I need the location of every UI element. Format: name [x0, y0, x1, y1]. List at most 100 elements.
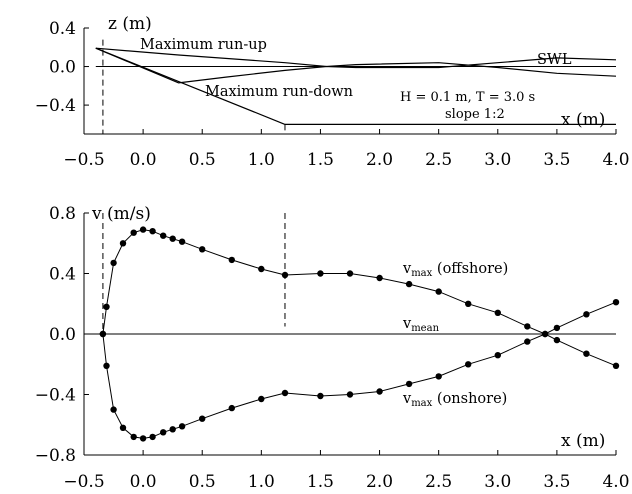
v-max-offshore-point [405, 280, 413, 288]
bottom-x-tick-label: 4.0 [602, 472, 629, 492]
bottom-x-tick-label: −0.5 [63, 472, 104, 492]
v-max-onshore-point [317, 392, 324, 400]
v-max-offshore-point [612, 362, 620, 369]
v-max-offshore-point [139, 226, 147, 233]
v-max-onshore-point [110, 406, 117, 413]
label-v-max-onshore-main: v [402, 391, 412, 407]
bottom-y-tick-label: 0.0 [49, 325, 76, 345]
annotation-wave-params: H = 0.1 m, T = 3.0 s [400, 90, 535, 105]
v-max-onshore-point [130, 433, 137, 441]
v-max-offshore-point [258, 265, 265, 273]
v-max-onshore-point [612, 299, 620, 306]
v-max-onshore-point [405, 380, 413, 388]
bottom-y-tick-label: −0.8 [35, 446, 76, 466]
label-v-mean: vmean [402, 316, 440, 334]
v-max-onshore-point [465, 361, 472, 368]
v-max-offshore-point [524, 323, 531, 330]
label-v-mean-sub: mean [411, 323, 439, 334]
v-max-offshore-point [553, 336, 561, 344]
v-max-offshore-point [435, 288, 442, 295]
bottom-y-tick-label: 0.8 [49, 204, 76, 224]
v-max-offshore-point [494, 309, 501, 316]
bottom-x-tick-label: 2.5 [425, 472, 452, 492]
bottom-x-tick-label: 2.0 [366, 472, 393, 492]
v-max-onshore-point [376, 388, 383, 395]
annotation-run-up: Maximum run-up [140, 37, 267, 53]
v-max-onshore-point [99, 330, 107, 338]
top-x-tick-label: 1.0 [248, 150, 275, 170]
label-v-max-offshore-sub: max [411, 268, 432, 279]
v-max-onshore-point [524, 338, 531, 345]
v-max-onshore-point [103, 362, 110, 369]
v-max-onshore-point [178, 423, 186, 430]
v-max-offshore-point [346, 270, 354, 277]
top-y-tick-label: 0.4 [49, 19, 76, 39]
bottom-y-tick-label: 0.4 [49, 265, 76, 285]
top-x-tick-label: 3.0 [484, 150, 511, 170]
bottom-x-axis-label: x (m) [561, 431, 605, 451]
v-max-onshore-point [199, 415, 206, 422]
label-v-max-onshore-sub: max [411, 398, 432, 409]
v-max-onshore-point [281, 389, 289, 397]
top-x-tick-label: 2.0 [366, 150, 393, 170]
top-x-axis-label: x (m) [561, 110, 605, 130]
run-down-line [95, 47, 617, 84]
label-v-max-offshore: vmax (offshore) [402, 261, 508, 279]
bottom-y-axis-label: v (m/s) [91, 204, 151, 224]
top-x-tick-label: 4.0 [602, 150, 629, 170]
v-max-onshore-point [583, 311, 590, 318]
v-max-onshore-line [102, 301, 617, 439]
bottom-x-tick-label: 0.0 [130, 472, 157, 492]
annotation-run-down: Maximum run-down [205, 84, 353, 100]
v-max-offshore-point [465, 300, 472, 307]
run-up-line [95, 47, 617, 69]
top-panel-runup: 0.4 0.0 −0.4 −0.5 0.0 0.5 1.0 1.5 2.0 2.5 3.0 3.5 4.… [35, 14, 630, 170]
v-max-offshore-point [103, 303, 110, 310]
top-y-axis-label: z (m) [108, 14, 152, 34]
v-max-offshore-point [160, 232, 167, 239]
v-max-onshore-point [553, 324, 561, 332]
top-x-tick-label: 0.5 [189, 150, 216, 170]
bottom-x-tick-label: 3.0 [484, 472, 511, 492]
v-max-offshore-point [583, 350, 590, 357]
label-v-max-onshore-suffix: (onshore) [432, 391, 507, 407]
slope-line [95, 47, 286, 125]
v-max-onshore-point [541, 330, 549, 338]
bottom-x-tick-label: 0.5 [189, 472, 216, 492]
bottom-panel-velocity: 0.8 0.4 0.0 −0.4 −0.8 −0.5 0.0 0.5 1.0 1.5 2.0 2.5 3… [35, 204, 630, 492]
label-v-max-onshore: vmax (onshore) [402, 391, 507, 409]
v-max-offshore-point [130, 229, 137, 236]
top-x-tick-label: 3.5 [543, 150, 570, 170]
v-max-offshore-point [169, 235, 176, 242]
v-max-onshore-point [258, 395, 265, 403]
v-max-onshore-point [119, 424, 127, 431]
v-max-onshore-point [149, 433, 156, 441]
bottom-y-tick-label: −0.4 [35, 386, 76, 406]
label-v-max-offshore-main: v [402, 261, 412, 277]
v-max-onshore-point [435, 373, 442, 380]
annotation-slope: slope 1:2 [445, 107, 505, 122]
v-max-offshore-point [119, 240, 127, 247]
top-y-tick-label: −0.4 [35, 96, 76, 116]
v-max-offshore-point [178, 238, 186, 245]
top-x-tick-label: 0.0 [130, 150, 157, 170]
bottom-x-tick-label: 3.5 [543, 472, 570, 492]
top-y-tick-label: 0.0 [49, 58, 76, 78]
top-x-tick-label: 1.5 [307, 150, 334, 170]
v-max-offshore-point [228, 256, 235, 264]
v-max-onshore-point [346, 391, 354, 398]
annotation-swl: SWL [537, 52, 572, 68]
v-max-onshore-point [228, 404, 235, 412]
v-max-offshore-point [317, 270, 324, 277]
v-max-offshore-point [376, 274, 383, 282]
v-max-offshore-point [199, 246, 206, 253]
v-max-onshore-point [139, 435, 147, 442]
bottom-x-tick-label: 1.0 [248, 472, 275, 492]
bottom-x-tick-label: 1.5 [307, 472, 334, 492]
v-max-offshore-point [110, 259, 117, 267]
v-max-onshore-point [169, 426, 176, 433]
top-x-tick-label: 2.5 [425, 150, 452, 170]
v-max-offshore-line [102, 229, 617, 367]
label-v-mean-main: v [402, 316, 412, 332]
